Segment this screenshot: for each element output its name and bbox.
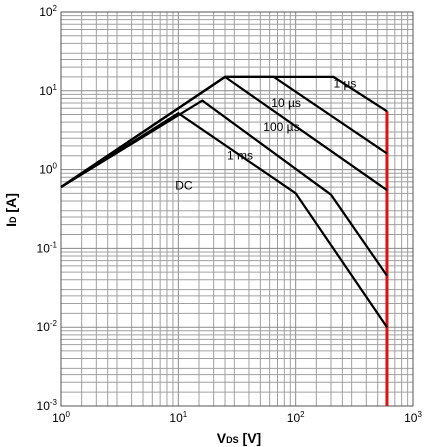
soa-curve-100-s: [60, 75, 388, 192]
x-tick-label: 102: [287, 410, 305, 425]
curve-label: 1 µs: [334, 77, 357, 91]
y-tick-label: 100: [39, 162, 57, 177]
x-axis-label: VDS [V]: [217, 430, 261, 446]
curve-label: DC: [175, 178, 193, 192]
y-tick-labels: 10-3 10-2 10-1 100 101 102: [37, 4, 58, 413]
y-tick-label: 10-1: [37, 240, 58, 255]
curve-label: 10 µs: [271, 96, 301, 110]
curve-label: 100 µs: [263, 120, 299, 134]
y-tick-label: 102: [39, 4, 57, 19]
curve-labels: 1 µs 10 µs 100 µs 1 ms DC: [175, 77, 356, 193]
curves: [60, 75, 388, 328]
x-tick-label: 103: [404, 410, 422, 425]
x-tick-label: 100: [52, 410, 70, 425]
soa-curve-dc: [60, 111, 388, 328]
x-tick-labels: 100 101 102 103: [52, 410, 422, 425]
plot-frame: [60, 11, 414, 407]
x-tick-label: 101: [169, 410, 187, 425]
y-tick-label: 10-2: [37, 319, 58, 334]
curve-label: 1 ms: [227, 148, 253, 162]
y-axis-label: ID [A]: [3, 193, 19, 227]
soa-curve-1-ms: [60, 99, 388, 277]
grid-lines: [60, 12, 413, 407]
y-tick-label: 101: [39, 83, 57, 98]
y-tick-label: 10-3: [37, 398, 58, 413]
